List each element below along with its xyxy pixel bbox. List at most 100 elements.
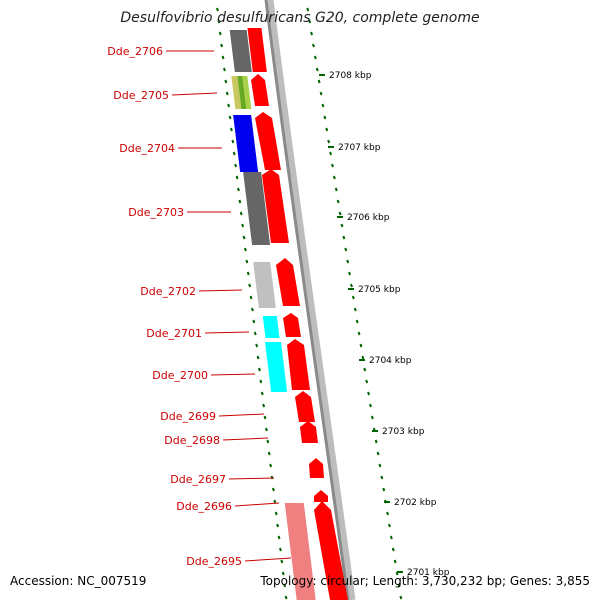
cog-block-dde-2705-a[interactable] [231,76,242,109]
gene-arrow-dde-2699[interactable] [295,391,315,422]
gene-arrow-dde-2706[interactable] [247,28,267,72]
inner-tick [231,139,235,144]
inner-tick [227,103,231,108]
scale-label: 2708 kbp [329,71,372,81]
cog-block-dde-2706[interactable] [229,30,252,72]
outer-tick [367,391,371,396]
inner-tick [228,115,232,120]
inner-tick [242,235,246,240]
outer-tick [399,595,403,600]
gene-arrow-dde-2695[interactable] [314,501,348,600]
inner-tick [246,271,250,276]
inner-tick [281,571,285,576]
gene-arrow-dde-2697[interactable] [309,458,324,478]
inner-tick [241,223,245,228]
gene-arrow-dde-2702[interactable] [276,258,300,306]
genome-title: Desulfovibrio desulfuricans G20, complet… [120,10,480,26]
outer-tick [355,319,359,324]
outer-tick [313,55,317,60]
scale-label: 2705 kbp [358,285,401,295]
inner-tick [253,331,257,336]
gene-arrow-dde-2705[interactable] [251,74,269,106]
gene-arrow-dde-2701[interactable] [283,313,301,337]
outer-tick [350,283,353,288]
inner-tick [280,559,284,564]
scale-label: 2706 kbp [347,213,390,223]
outer-tick [374,439,378,444]
inner-tick [222,67,226,72]
gene-label-dde-2695[interactable]: Dde_2695 [186,555,242,568]
outer-tick [331,163,334,168]
scale-label: 2702 kbp [394,498,437,508]
tick-layer [215,7,403,600]
leader-line-dde-2695 [244,557,292,562]
cog-block-dde-2702[interactable] [253,262,276,308]
inner-tick [218,31,222,36]
gene-label-dde-2705[interactable]: Dde_2705 [113,89,169,102]
cog-block-dde-2703[interactable] [243,172,271,245]
cog-block-dde-2701[interactable] [262,316,280,338]
outer-tick [395,571,399,576]
cog-block-dde-2700[interactable] [264,342,288,392]
leader-line-dde-2697 [228,477,275,480]
scale-layer: 2708 kbp 2707 kbp 2706 kbp 2705 kbp 2704 kbp… [319,71,450,578]
gene-arrow-dde-2696[interactable] [314,490,328,502]
gene-label-dde-2701[interactable]: Dde_2701 [146,327,202,340]
gene-label-dde-2704[interactable]: Dde_2704 [119,142,175,155]
inner-tick [249,295,253,300]
genome-backbone [264,0,350,600]
inner-tick [220,43,224,48]
outer-tick [397,583,401,588]
cog-block-dde-2704[interactable] [233,115,259,172]
inner-tick [229,127,233,132]
outer-tick [393,559,397,564]
gene-label-dde-2698[interactable]: Dde_2698 [164,434,220,447]
gene-label-dde-2700[interactable]: Dde_2700 [152,369,208,382]
outer-tick [323,115,327,120]
gene-arrow-dde-2704[interactable] [255,112,281,170]
outer-tick [344,247,348,252]
cog-block-dde-2705-b[interactable] [237,76,247,109]
inner-tick [284,595,288,600]
leader-line-dde-2699 [218,413,265,417]
gene-arrow-dde-2703[interactable] [262,169,289,243]
gene-arrow-dde-2700[interactable] [287,339,310,390]
inner-tick [243,247,247,252]
leader-line-dde-2700 [210,373,256,376]
cog-block-dde-2705-c[interactable] [242,76,252,109]
gene-label-dde-2696[interactable]: Dde_2696 [176,500,232,513]
gene-label-dde-2703[interactable]: Dde_2703 [128,206,184,219]
backbone-shadow [266,0,356,600]
outer-tick [327,139,331,144]
inner-tick [256,355,260,360]
inner-tick [266,439,270,444]
outer-tick [361,355,365,360]
outer-tick [348,271,352,276]
outer-tick [391,547,395,552]
accession-text: Accession: NC_007519 [10,574,147,588]
scale-label: 2704 kbp [369,356,412,366]
outer-tick [306,7,310,12]
inner-tick [257,367,261,372]
scale-label: 2701 kbp [407,568,450,578]
gene-label-dde-2706[interactable]: Dde_2706 [107,45,163,58]
outer-tick [359,343,363,348]
outer-tick [308,19,312,24]
outer-tick [363,367,367,372]
inner-tick [236,187,240,192]
gene-label-dde-2697[interactable]: Dde_2697 [170,473,226,486]
gene-label-dde-2702[interactable]: Dde_2702 [140,285,196,298]
outer-tick [334,187,338,192]
outer-tick [380,475,384,480]
gene-layer [247,28,348,600]
gene-arrow-dde-2698[interactable] [300,421,318,443]
outer-tick [389,535,393,540]
cog-block-dde-2695[interactable] [284,503,316,600]
outer-tick [340,223,344,228]
scale-label: 2703 kbp [382,427,425,437]
gene-label-dde-2699[interactable]: Dde_2699 [160,410,216,423]
leader-line-dde-2698 [222,437,269,441]
outer-tick [342,235,346,240]
